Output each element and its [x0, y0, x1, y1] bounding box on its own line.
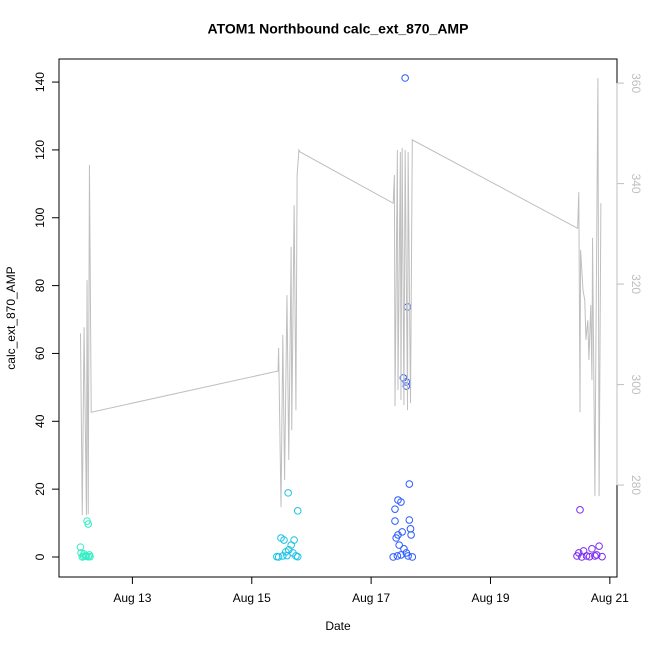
point [397, 498, 405, 506]
y2-tick-label: 340 [629, 174, 643, 194]
point [576, 506, 584, 514]
x-tick-label: Aug 17 [352, 591, 390, 605]
x-tick-label: Aug 19 [471, 591, 509, 605]
point [391, 517, 399, 525]
point [402, 382, 411, 390]
point [400, 545, 408, 553]
y-tick-label: 100 [33, 207, 47, 227]
point [391, 505, 399, 513]
y-tick-label: 120 [33, 140, 47, 160]
y-tick-label: 60 [33, 346, 47, 360]
point [408, 553, 417, 561]
y2-tick-label: 300 [629, 375, 643, 395]
y-tick-label: 0 [33, 553, 47, 560]
point [79, 552, 88, 561]
point [395, 541, 403, 549]
chart-title: ATOM1 Northbound calc_ext_870_AMP [208, 21, 469, 37]
point [591, 552, 599, 560]
point [393, 552, 402, 560]
point [401, 74, 409, 82]
point [585, 552, 594, 561]
y2-tick-label: 280 [629, 475, 643, 495]
line [79, 78, 602, 516]
y-tick-label: 40 [33, 414, 47, 428]
point [84, 520, 93, 528]
point [284, 489, 292, 497]
y-tick-label: 140 [33, 72, 47, 92]
y-tick-label: 80 [33, 279, 47, 293]
point [577, 553, 586, 561]
point [598, 552, 606, 561]
point [278, 552, 287, 560]
point [588, 545, 596, 553]
point [283, 551, 291, 560]
y2-tick-label: 320 [629, 274, 643, 294]
point [402, 549, 411, 557]
point [293, 507, 302, 515]
x-axis-label: Date [325, 619, 351, 633]
point [406, 525, 415, 533]
point [405, 480, 414, 488]
point [573, 552, 581, 560]
point [595, 542, 603, 550]
point [407, 531, 415, 539]
point [592, 551, 601, 559]
point [273, 552, 281, 561]
point [405, 516, 414, 524]
x-tick-label: Aug 13 [113, 591, 151, 605]
point [293, 552, 302, 561]
point [397, 551, 405, 559]
x-tick-label: Aug 15 [233, 591, 271, 605]
point [76, 543, 85, 551]
point [392, 534, 400, 542]
y-axis-label: calc_ext_870_AMP [4, 266, 18, 369]
y2-tick-label: 360 [629, 73, 643, 93]
plot-frame [58, 58, 618, 578]
point [582, 552, 591, 560]
x-tick-label: Aug 21 [591, 591, 629, 605]
point [287, 541, 295, 549]
y-tick-label: 20 [33, 482, 47, 496]
point [389, 553, 398, 561]
point [280, 536, 288, 544]
point [402, 378, 411, 386]
